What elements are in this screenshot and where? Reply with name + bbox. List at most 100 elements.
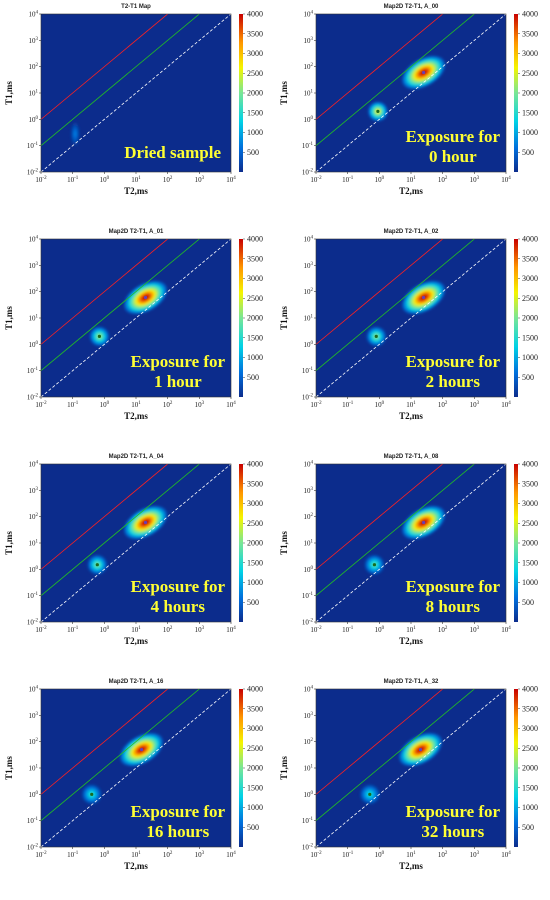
x-tick-label: 101 bbox=[406, 626, 416, 634]
annotation-line: Exposure for bbox=[405, 352, 500, 371]
y-tick-label: 100 bbox=[304, 341, 314, 349]
plot-title: Map2D T2-T1, A_16 bbox=[109, 679, 164, 685]
y-tick-label: 10-1 bbox=[27, 817, 39, 825]
heatmap-svg: Map2D T2-T1, A_02 10-2 10-1 100 101 102 103 104… bbox=[279, 229, 538, 421]
line-t1-100x-t2 bbox=[41, 239, 169, 345]
colorbar-tick-label: 1500 bbox=[522, 108, 538, 117]
x-tick-label: 102 bbox=[438, 401, 448, 409]
x-axis-label: T2,ms bbox=[124, 636, 148, 646]
colorbar-tick-label: 500 bbox=[247, 148, 259, 157]
peak-center-marker bbox=[143, 520, 148, 525]
y-axis-label: T1,ms bbox=[279, 531, 289, 555]
y-tick-label: 101 bbox=[304, 315, 314, 323]
y-tick-label: 101 bbox=[29, 540, 39, 548]
x-tick-label: 100 bbox=[100, 401, 110, 409]
heatmap-svg: Map2D T2-T1, A_32 10-2 10-1 100 101 102 103 104… bbox=[279, 679, 538, 871]
colorbar-tick-label: 4000 bbox=[247, 460, 263, 469]
y-tick-label: 10-1 bbox=[302, 142, 314, 150]
y-axis-label: T1,ms bbox=[4, 306, 14, 330]
colorbar-tick-label: 500 bbox=[247, 823, 259, 832]
y-axis-label: T1,ms bbox=[279, 81, 289, 105]
y-tick-label: 101 bbox=[29, 765, 39, 773]
colorbar-tick-label: 4000 bbox=[247, 235, 263, 244]
colorbar bbox=[239, 239, 243, 397]
colorbar-tick-label: 2000 bbox=[247, 764, 263, 773]
y-tick-label: 100 bbox=[29, 341, 39, 349]
x-tick-label: 100 bbox=[375, 176, 385, 184]
colorbar bbox=[514, 14, 518, 172]
colorbar-tick-label: 500 bbox=[247, 373, 259, 382]
x-axis-label: T2,ms bbox=[124, 411, 148, 421]
annotation-line: 4 hours bbox=[151, 597, 206, 616]
heatmap-panel-7: Map2D T2-T1, A_16 10-2 10-1 100 101 102 103 104… bbox=[0, 675, 275, 900]
y-tick-label: 103 bbox=[304, 37, 314, 45]
line-t1-100x-t2 bbox=[41, 689, 169, 795]
x-tick-label: 10-2 bbox=[310, 851, 322, 859]
peak-center-marker bbox=[90, 792, 94, 796]
annotation-line: 0 hour bbox=[429, 147, 477, 166]
colorbar-tick-label: 1000 bbox=[522, 578, 538, 587]
y-tick-label: 100 bbox=[304, 116, 314, 124]
colorbar-tick-label: 3500 bbox=[247, 704, 263, 713]
heatmap-panel-1: T2-T1 Map 10-2 10-1 100 101 102 103 104 10-2 10-1… bbox=[0, 0, 275, 225]
x-tick-label: 100 bbox=[100, 176, 110, 184]
heatmap-panel-3: Map2D T2-T1, A_01 10-2 10-1 100 101 102 103 104… bbox=[0, 225, 275, 450]
colorbar-tick-label: 3000 bbox=[522, 724, 538, 733]
x-tick-label: 100 bbox=[375, 851, 385, 859]
y-tick-label: 10-2 bbox=[302, 394, 314, 402]
x-tick-label: 103 bbox=[470, 176, 480, 184]
y-tick-label: 10-2 bbox=[27, 844, 39, 852]
annotation-line: Exposure for bbox=[405, 802, 500, 821]
colorbar-tick-label: 1500 bbox=[522, 333, 538, 342]
colorbar-tick-label: 2500 bbox=[247, 294, 263, 303]
x-tick-label: 104 bbox=[226, 626, 236, 634]
heatmap-peaks bbox=[367, 55, 446, 122]
colorbar-tick-label: 1000 bbox=[247, 803, 263, 812]
x-tick-label: 10-1 bbox=[67, 626, 79, 634]
y-tick-label: 103 bbox=[304, 712, 314, 720]
colorbar-tick-label: 3000 bbox=[247, 499, 263, 508]
heatmap-panel-4: Map2D T2-T1, A_02 10-2 10-1 100 101 102 103 104… bbox=[275, 225, 550, 450]
y-tick-label: 103 bbox=[29, 262, 39, 270]
x-tick-label: 102 bbox=[163, 401, 173, 409]
peak-center-marker bbox=[143, 295, 148, 300]
x-axis-label: T2,ms bbox=[399, 861, 423, 871]
x-tick-label: 103 bbox=[195, 176, 205, 184]
x-tick-label: 102 bbox=[438, 851, 448, 859]
y-tick-label: 10-1 bbox=[27, 592, 39, 600]
y-tick-label: 102 bbox=[304, 738, 314, 746]
colorbar-tick-label: 2000 bbox=[247, 539, 263, 548]
colorbar-tick-label: 3000 bbox=[247, 724, 263, 733]
x-tick-label: 10-1 bbox=[342, 626, 354, 634]
x-tick-label: 100 bbox=[375, 401, 385, 409]
y-tick-label: 10-2 bbox=[302, 169, 314, 177]
heatmap-peaks bbox=[366, 280, 446, 347]
peak-center-marker bbox=[97, 334, 102, 339]
colorbar-tick-label: 3500 bbox=[522, 704, 538, 713]
y-tick-label: 10-1 bbox=[302, 817, 314, 825]
x-tick-label: 101 bbox=[131, 176, 141, 184]
heatmap-panel-6: Map2D T2-T1, A_08 10-2 10-1 100 101 102 103 104… bbox=[275, 450, 550, 675]
y-tick-label: 102 bbox=[304, 513, 314, 521]
colorbar bbox=[514, 239, 518, 397]
x-tick-label: 104 bbox=[501, 626, 511, 634]
colorbar bbox=[239, 14, 243, 172]
y-tick-label: 104 bbox=[29, 686, 39, 694]
heatmap-panel-8: Map2D T2-T1, A_32 10-2 10-1 100 101 102 103 104… bbox=[275, 675, 550, 900]
peak-center-marker bbox=[422, 70, 426, 75]
y-tick-label: 10-2 bbox=[302, 619, 314, 627]
heatmap-svg: Map2D T2-T1, A_08 10-2 10-1 100 101 102 103 104… bbox=[279, 454, 538, 646]
y-tick-label: 102 bbox=[29, 63, 39, 71]
colorbar-tick-label: 2500 bbox=[522, 69, 538, 78]
x-tick-label: 103 bbox=[195, 851, 205, 859]
y-tick-label: 10-1 bbox=[27, 367, 39, 375]
colorbar-tick-label: 4000 bbox=[522, 235, 538, 244]
y-tick-label: 100 bbox=[29, 566, 39, 574]
peak-center-marker bbox=[376, 109, 380, 114]
colorbar-tick-label: 4000 bbox=[522, 685, 538, 694]
x-tick-label: 100 bbox=[100, 626, 110, 634]
colorbar-tick-label: 2500 bbox=[247, 69, 263, 78]
x-tick-label: 102 bbox=[438, 176, 448, 184]
x-tick-label: 10-2 bbox=[310, 176, 322, 184]
y-tick-label: 102 bbox=[29, 513, 39, 521]
